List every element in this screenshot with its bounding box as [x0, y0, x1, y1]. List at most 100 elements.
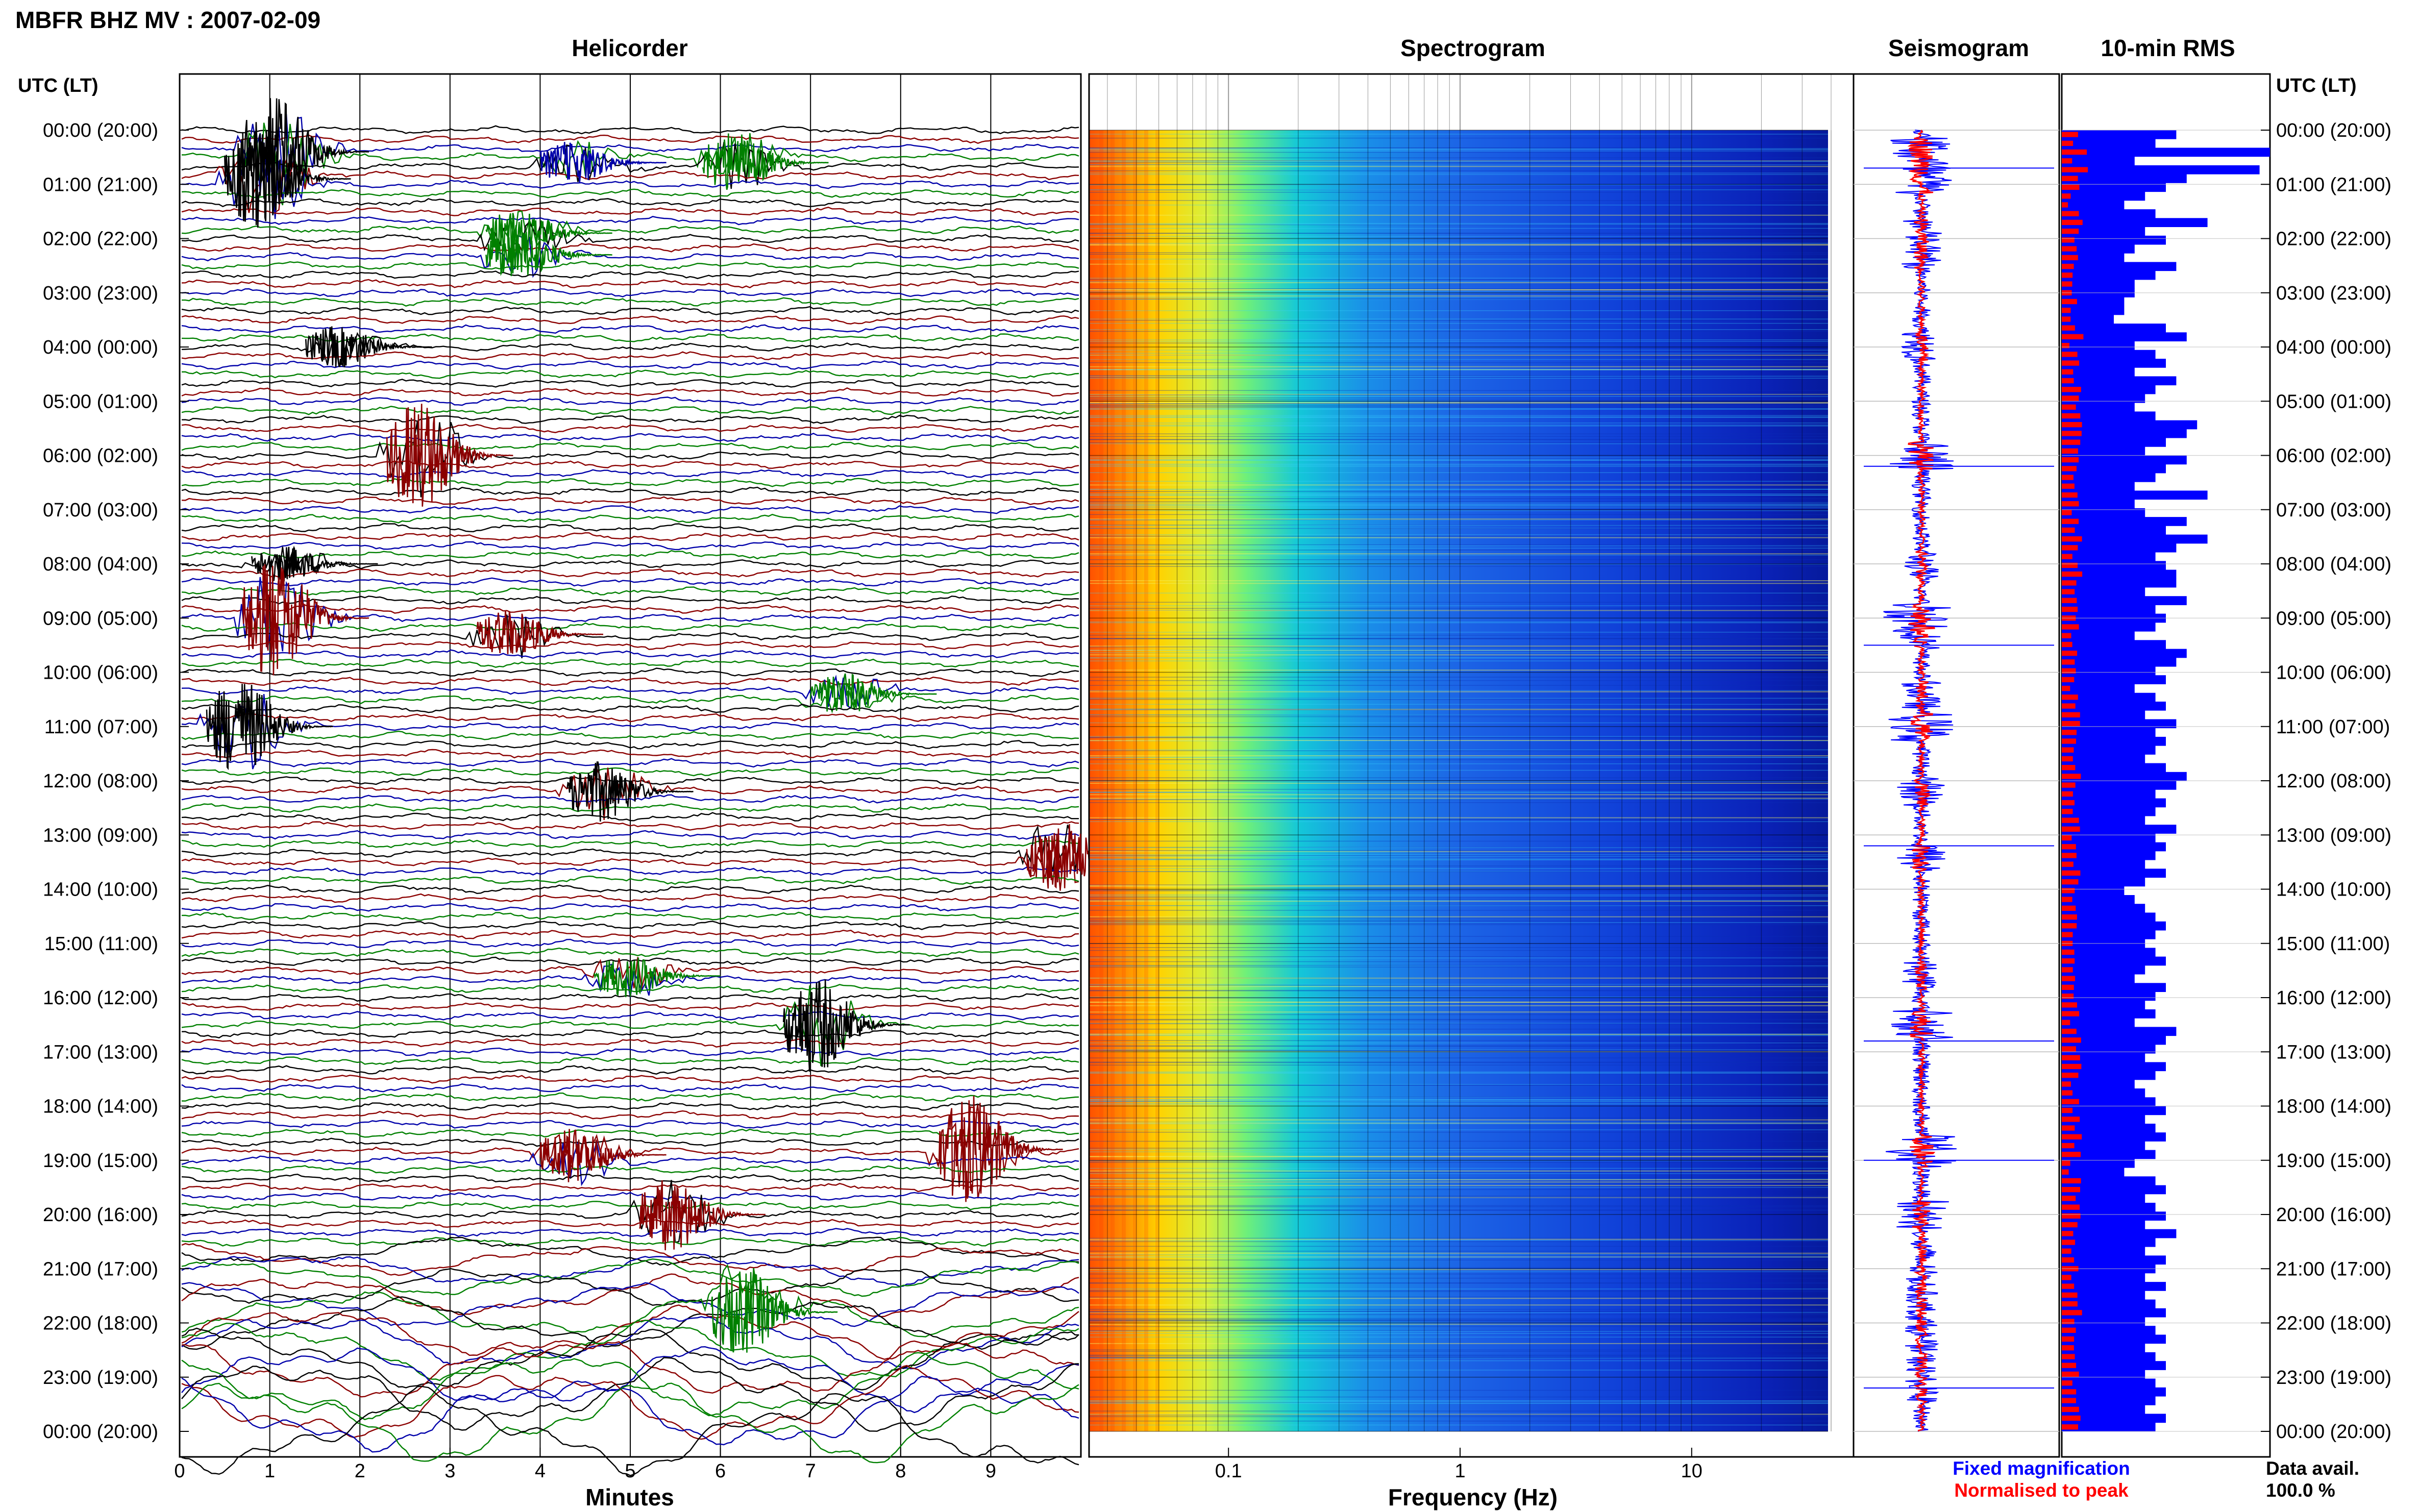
rms-peak-marker	[2062, 360, 2080, 366]
spectrogram-panel	[1088, 73, 1855, 1458]
rms-bar	[2062, 543, 2177, 553]
helicorder-trace	[181, 749, 1079, 759]
time-tick-label-right: 15:00 (11:00)	[2276, 933, 2390, 955]
rms-bar	[2062, 1114, 2145, 1124]
rms-bar	[2062, 420, 2198, 430]
helicorder-trace	[181, 1092, 1079, 1102]
time-tick-label-right: 04:00 (00:00)	[2276, 337, 2391, 358]
rms-bar	[2062, 860, 2145, 869]
rms-bar	[2062, 1308, 2166, 1318]
helicorder-event	[485, 232, 612, 277]
time-tick-label-right: 01:00 (21:00)	[2276, 174, 2391, 195]
helicorder-trace	[181, 1327, 1079, 1391]
rms-bar	[2062, 447, 2145, 456]
rms-bar	[2062, 411, 2156, 421]
helicorder-trace	[181, 207, 1079, 216]
rms-bar	[2062, 992, 2156, 1001]
helicorder-trace	[181, 713, 1079, 723]
rms-peak-marker	[2062, 1310, 2082, 1316]
rms-bar	[2062, 1132, 2166, 1142]
helicorder-trace	[181, 1110, 1079, 1120]
helicorder-trace	[181, 929, 1079, 939]
rms-bar	[2062, 587, 2145, 597]
rms-peak-marker	[2062, 923, 2077, 929]
rms-bar	[2062, 1088, 2145, 1098]
rms-bar	[2062, 1124, 2156, 1133]
rms-peak-marker	[2062, 562, 2078, 568]
rms-bar	[2062, 605, 2156, 614]
rms-bar	[2062, 904, 2145, 913]
rms-peak-marker	[2062, 1063, 2082, 1070]
time-tick-label-left: 07:00 (03:00)	[43, 500, 158, 521]
helicorder-event	[485, 213, 612, 258]
helicorder-trace	[181, 614, 1079, 658]
rms-bar	[2062, 526, 2166, 535]
rms-peak-marker	[2062, 1371, 2079, 1377]
minutes-axis-label: Minutes	[585, 1484, 674, 1510]
rms-peak-marker	[2062, 1257, 2075, 1263]
time-tick-label-left: 20:00 (16:00)	[43, 1204, 158, 1226]
rms-bar	[2062, 499, 2135, 509]
helicorder-trace	[181, 767, 1079, 777]
rms-bar	[2062, 772, 2187, 781]
rms-peak-marker	[2062, 1336, 2075, 1342]
helicorder-trace	[181, 1236, 1079, 1266]
rms-bar	[2062, 1255, 2166, 1265]
helicorder-trace	[181, 513, 1079, 524]
time-axis-label-right: UTC (LT)	[2276, 75, 2357, 96]
rms-bar	[2062, 393, 2145, 403]
rms-bar	[2062, 165, 2260, 175]
rms-peak-marker	[2062, 1134, 2082, 1139]
rms-peak-marker	[2062, 1011, 2080, 1017]
helicorder-trace	[181, 379, 1079, 388]
helicorder-trace	[181, 1137, 1079, 1147]
helicorder-trace	[181, 938, 1079, 948]
rms-peak-marker	[2062, 140, 2074, 146]
helicorder-trace	[181, 125, 1079, 135]
rms-bar	[2062, 473, 2156, 482]
rms-peak-marker	[2062, 316, 2071, 322]
rms-bar	[2062, 833, 2156, 843]
rms-bar	[2062, 1009, 2156, 1019]
rms-bar	[2062, 798, 2166, 808]
helicorder-event	[539, 1129, 667, 1182]
rms-peak-marker	[2062, 914, 2077, 920]
rms-peak-marker	[2062, 1204, 2080, 1210]
rms-peak-marker	[2062, 1231, 2074, 1236]
helicorder-trace	[181, 676, 1079, 686]
helicorder-trace	[181, 550, 1079, 560]
rms-peak-marker	[2062, 624, 2079, 630]
helicorder-trace	[181, 649, 1079, 659]
rms-peak-marker	[2062, 976, 2076, 981]
rms-peak-marker	[2062, 1196, 2076, 1201]
rms-bar	[2062, 948, 2156, 957]
rms-bar	[2062, 1387, 2166, 1397]
time-tick-label-left: 00:00 (20:00)	[43, 1421, 158, 1443]
helicorder-trace	[181, 1101, 1079, 1111]
rms-peak-marker	[2062, 1117, 2080, 1122]
frequency-axis-label: Frequency (Hz)	[1388, 1484, 1558, 1510]
helicorder-event	[224, 131, 351, 228]
rms-peak-marker	[2062, 835, 2072, 841]
rms-bar	[2062, 719, 2177, 729]
rms-bar	[2062, 359, 2166, 368]
rms-bar	[2062, 921, 2166, 931]
rms-bar	[2062, 130, 2177, 139]
helicorder-trace	[181, 216, 1079, 226]
helicorder-trace	[181, 586, 1079, 596]
rms-bar	[2062, 1237, 2156, 1247]
helicorder-trace	[181, 261, 1079, 270]
rms-bar	[2062, 1027, 2177, 1036]
helicorder-trace	[181, 911, 1079, 921]
helicorder-trace	[181, 604, 1079, 614]
rms-peak-marker	[2062, 219, 2083, 225]
time-tick-label-left: 08:00 (04:00)	[43, 554, 158, 575]
rms-bar	[2062, 517, 2187, 526]
rms-peak-marker	[2062, 1081, 2071, 1087]
rms-bar	[2062, 666, 2156, 676]
rms-peak-marker	[2062, 685, 2070, 691]
rms-bar	[2062, 1150, 2156, 1159]
rms-peak-marker	[2062, 967, 2073, 973]
time-tick-label-left: 13:00 (09:00)	[43, 825, 158, 846]
helicorder-trace	[181, 1268, 1079, 1306]
